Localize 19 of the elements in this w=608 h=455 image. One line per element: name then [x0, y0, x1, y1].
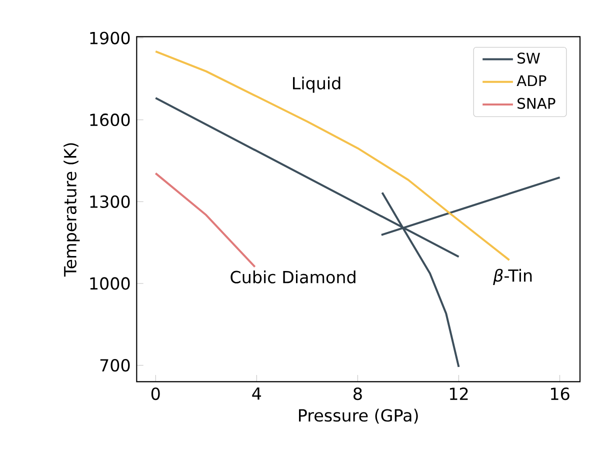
x-tick-label: 0 [151, 387, 160, 400]
annotation: Liquid [293, 76, 340, 93]
y-tick-label: 1900 [90, 32, 130, 44]
annotation: Cubic Diamond [230, 270, 356, 284]
y-axis-title: Temperature (K) [64, 143, 80, 277]
y-tick-label: 1000 [90, 277, 130, 290]
x-tick-label: 4 [252, 387, 262, 400]
y-tick-label: 1300 [90, 195, 130, 208]
x-tick-label: 12 [450, 387, 468, 400]
legend-label: SNAP [518, 98, 556, 109]
legend-label: ADP [516, 75, 546, 86]
y-tick-label: 1600 [90, 114, 130, 126]
x-axis-title: Pressure (GPa) [299, 408, 418, 424]
x-tick-label: 16 [551, 387, 570, 400]
line-series [154, 50, 510, 262]
annotation: β-Tin [493, 268, 532, 286]
y-tick-label: 700 [100, 358, 130, 372]
legend-label: SW [518, 52, 540, 64]
x-tick-label: 8 [354, 387, 362, 400]
